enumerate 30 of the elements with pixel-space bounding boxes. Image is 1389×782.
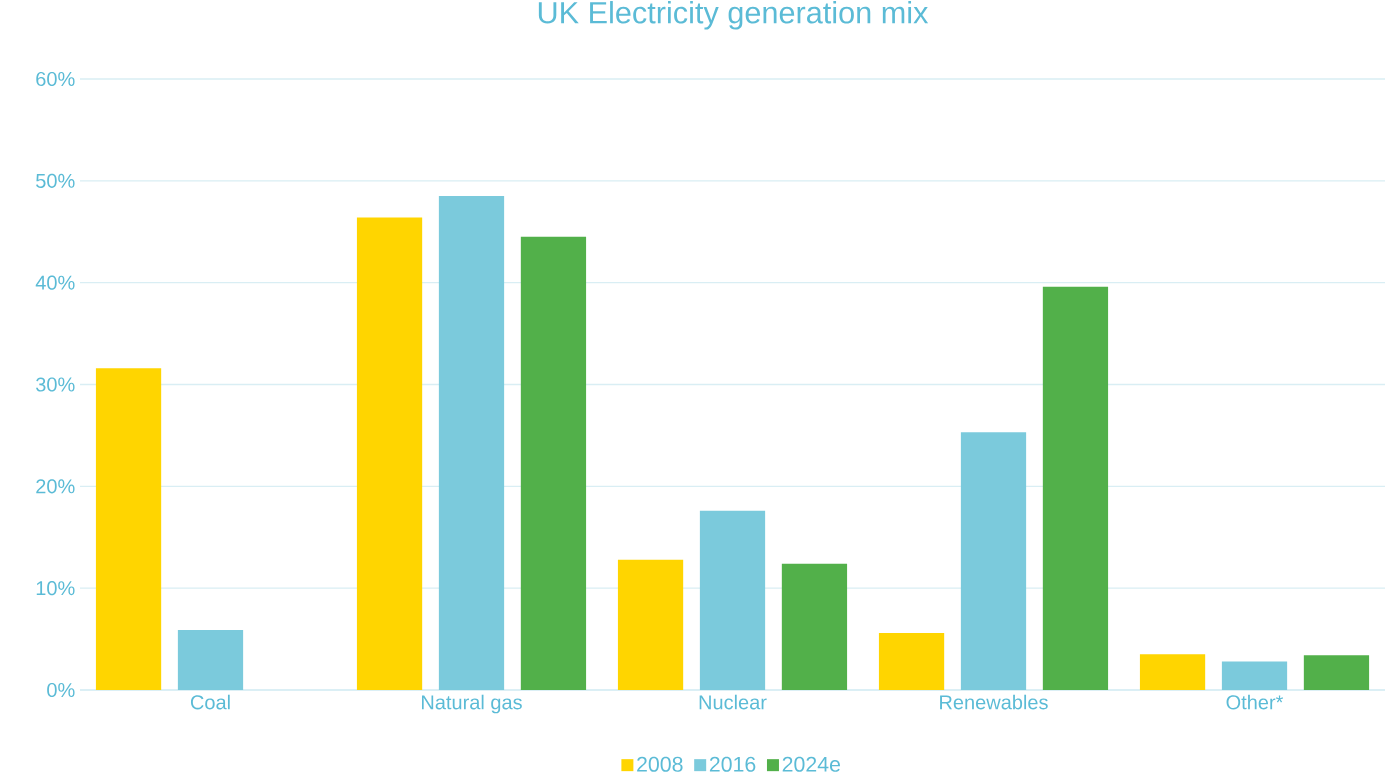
legend-label: 2008 (637, 756, 683, 772)
bar (1042, 286, 1109, 690)
bar (960, 432, 1027, 690)
bar (356, 217, 423, 690)
bar (177, 629, 244, 690)
y-tick-label: 60% (36, 71, 75, 87)
y-tick-label: 20% (36, 479, 75, 494)
chart-title: UK Electricity generation mix (538, 1, 929, 30)
bar (95, 368, 162, 690)
x-tick-label: Nuclear (699, 694, 767, 710)
y-tick-label: 0% (47, 682, 75, 698)
y-tick-label: 10% (36, 581, 75, 596)
bar (1303, 655, 1370, 690)
bar (781, 563, 848, 690)
y-tick-label: 40% (35, 275, 75, 290)
x-tick-label: Coal (190, 694, 230, 710)
legend-label: 2024e (782, 756, 840, 772)
x-tick-label: Renewables (940, 694, 1048, 710)
y-tick-label: 50% (36, 173, 75, 188)
bar (699, 510, 766, 690)
bar (1139, 654, 1206, 690)
bar (438, 196, 505, 690)
y-tick-label: 30% (36, 377, 75, 392)
bar (1221, 661, 1288, 690)
bar (520, 236, 587, 690)
bar (878, 632, 945, 690)
x-tick-label: Natural gas (422, 694, 522, 714)
legend-label: 2016 (709, 756, 756, 772)
bar (617, 559, 684, 690)
x-tick-label: Other* (1226, 694, 1284, 710)
